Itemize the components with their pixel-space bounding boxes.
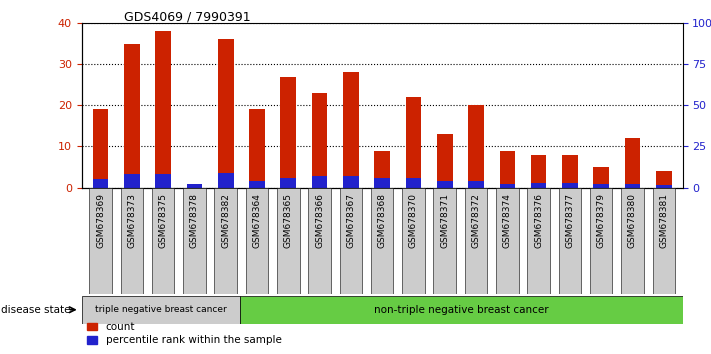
Bar: [559, 188, 581, 294]
Bar: [371, 188, 393, 294]
Bar: [653, 188, 675, 294]
Bar: [625, 184, 641, 188]
Bar: [309, 188, 331, 294]
Bar: [621, 188, 643, 294]
Text: GSM678366: GSM678366: [315, 193, 324, 248]
Bar: [92, 109, 108, 188]
Bar: [280, 178, 296, 188]
Text: GSM678369: GSM678369: [96, 193, 105, 248]
Text: GSM678373: GSM678373: [127, 193, 137, 248]
Text: GSM678382: GSM678382: [221, 193, 230, 248]
Bar: [656, 185, 672, 188]
Bar: [434, 188, 456, 294]
Bar: [82, 296, 240, 324]
Bar: [437, 181, 453, 188]
Bar: [249, 109, 264, 188]
Bar: [90, 188, 112, 294]
Bar: [500, 150, 515, 188]
Text: GSM678375: GSM678375: [159, 193, 168, 248]
Bar: [240, 296, 683, 324]
Text: GSM678378: GSM678378: [190, 193, 199, 248]
Bar: [311, 176, 327, 188]
Bar: [531, 155, 547, 188]
Bar: [124, 175, 139, 188]
Bar: [562, 183, 578, 188]
Text: GSM678380: GSM678380: [628, 193, 637, 248]
Bar: [340, 188, 362, 294]
Bar: [155, 175, 171, 188]
Bar: [406, 178, 422, 188]
Bar: [124, 44, 139, 188]
Bar: [121, 188, 143, 294]
Bar: [374, 150, 390, 188]
Bar: [311, 93, 327, 188]
Bar: [249, 181, 264, 188]
Bar: [528, 188, 550, 294]
Bar: [469, 181, 484, 188]
Bar: [562, 155, 578, 188]
Bar: [594, 167, 609, 188]
Bar: [496, 188, 518, 294]
Text: non-triple negative breast cancer: non-triple negative breast cancer: [374, 305, 548, 315]
Text: GSM678364: GSM678364: [252, 193, 262, 248]
Bar: [500, 184, 515, 188]
Bar: [218, 40, 233, 188]
Text: triple negative breast cancer: triple negative breast cancer: [95, 305, 227, 314]
Bar: [92, 179, 108, 188]
Text: GDS4069 / 7990391: GDS4069 / 7990391: [124, 11, 251, 24]
Bar: [186, 183, 202, 188]
Bar: [280, 76, 296, 188]
Text: GSM678368: GSM678368: [378, 193, 387, 248]
Bar: [152, 188, 174, 294]
Bar: [155, 31, 171, 188]
Text: GSM678371: GSM678371: [440, 193, 449, 248]
Bar: [343, 72, 358, 188]
Bar: [469, 105, 484, 188]
Bar: [465, 188, 487, 294]
Bar: [277, 188, 299, 294]
Bar: [590, 188, 612, 294]
Text: GSM678381: GSM678381: [659, 193, 668, 248]
Text: GSM678367: GSM678367: [346, 193, 356, 248]
Text: GSM678365: GSM678365: [284, 193, 293, 248]
Text: GSM678379: GSM678379: [597, 193, 606, 248]
Bar: [406, 97, 422, 188]
Bar: [531, 183, 547, 188]
Text: GSM678370: GSM678370: [409, 193, 418, 248]
Text: GSM678372: GSM678372: [471, 193, 481, 248]
Text: disease state: disease state: [1, 305, 71, 315]
Bar: [246, 188, 268, 294]
Bar: [437, 134, 453, 188]
Bar: [402, 188, 424, 294]
Bar: [625, 138, 641, 188]
Bar: [594, 184, 609, 188]
Legend: count, percentile rank within the sample: count, percentile rank within the sample: [87, 322, 282, 345]
Bar: [215, 188, 237, 294]
Text: GSM678376: GSM678376: [534, 193, 543, 248]
Bar: [656, 171, 672, 188]
Bar: [343, 176, 358, 188]
Text: GSM678374: GSM678374: [503, 193, 512, 248]
Bar: [374, 178, 390, 188]
Text: GSM678377: GSM678377: [565, 193, 574, 248]
Bar: [218, 173, 233, 188]
Bar: [183, 188, 205, 294]
